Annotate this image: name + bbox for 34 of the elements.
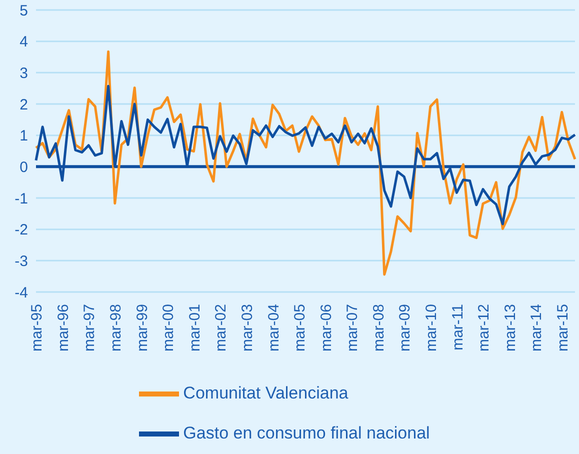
x-tick-label: mar-11 [449,304,466,350]
x-tick-label: mar-97 [81,304,98,352]
x-tick-label: mar-96 [54,304,72,352]
y-tick-label: 3 [20,64,28,82]
y-tick-label: -3 [14,252,28,270]
x-tick-label: mar-05 [292,304,309,352]
x-tick-label: mar-03 [238,304,256,352]
x-tick-label: mar-09 [396,304,414,352]
x-tick-label: mar-15 [554,304,572,352]
x-tick-label: mar-98 [108,304,125,352]
x-tick-label: mar-04 [265,304,282,352]
y-tick-label: 0 [20,158,28,176]
y-tick-label: 1 [20,128,28,145]
x-tick-label: mar-08 [370,304,388,352]
y-tick-label: -2 [14,222,28,239]
x-tick-label: mar-02 [212,304,230,352]
x-tick-label: mar-95 [28,304,46,352]
x-tick-label: mar-06 [318,304,335,352]
x-tick-label: mar-13 [502,304,519,352]
line-series [34,84,576,226]
legend-label: Comunitat Valenciana [183,383,348,402]
x-tick-label: mar-99 [134,304,151,352]
y-tick-label: 5 [20,2,28,20]
y-tick-label: -4 [14,284,28,302]
x-tick-label: mar-01 [186,304,204,352]
x-tick-label: mar-10 [423,304,440,352]
x-tick-label: mar-14 [528,304,546,352]
legend-label: Gasto en consumo final nacional [183,423,430,442]
x-tick-label: mar-07 [344,304,362,352]
y-tick-label: 2 [20,96,28,114]
y-tick-label: -1 [14,190,28,208]
x-tick-label: mar-12 [476,304,493,352]
y-tick-label: 4 [20,34,28,51]
x-tick-label: mar-00 [160,304,178,352]
